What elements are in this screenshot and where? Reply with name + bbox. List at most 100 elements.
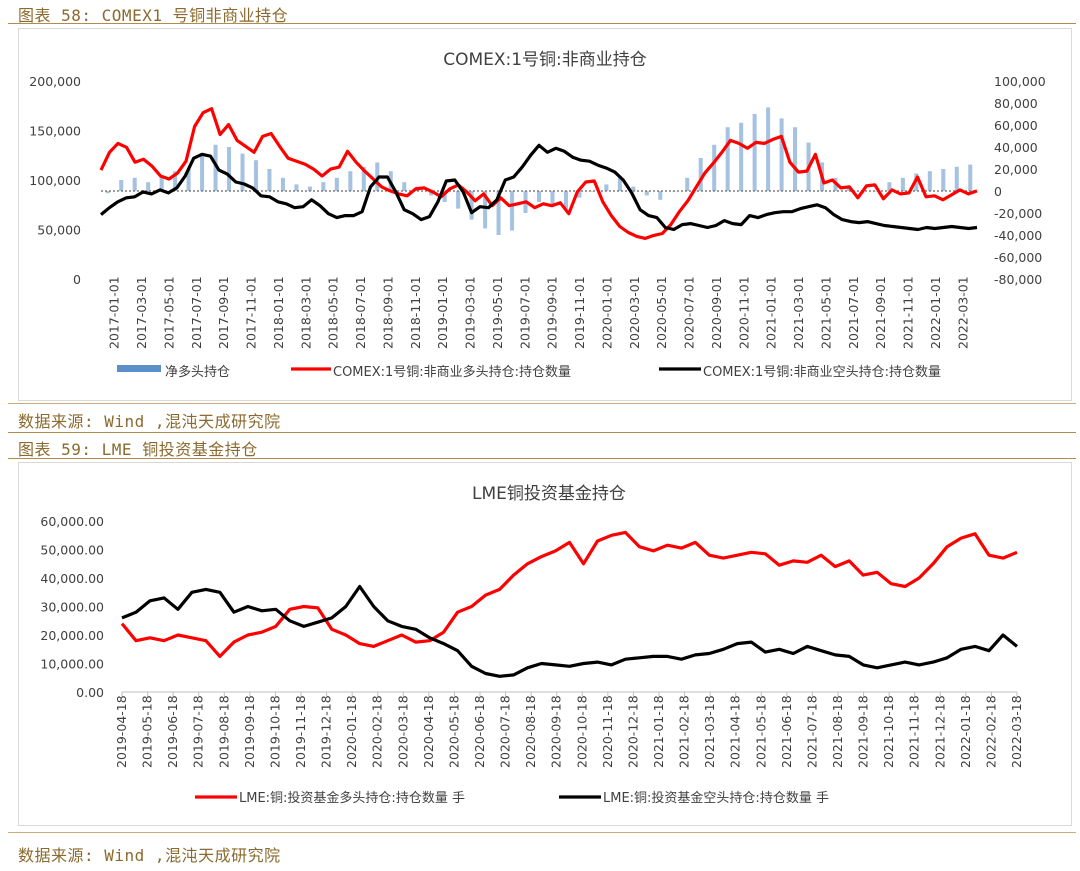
net-long-bar [200,153,205,191]
y-left-tick-label: 50,000 [37,223,81,238]
net-long-bar [941,169,946,191]
x-tick-label: 2019-06-18 [165,695,180,768]
figure-59-source: 数据来源: Wind ,混沌天成研究院 [18,846,281,865]
net-long-bar [294,184,299,191]
net-long-bar [617,177,622,191]
y-right-tick-label: -60,000 [994,250,1042,265]
x-tick-label: 2021-03-01 [791,276,806,349]
x-tick-label: 2020-09-01 [709,276,724,349]
x-tick-label: 2021-02-18 [677,695,692,768]
legend-long-label: LME:铜:投资基金多头持仓:持仓数量 手 [239,790,465,806]
x-tick-label: 2017-05-01 [161,276,176,349]
net-long-bar [240,153,245,191]
x-tick-label: 2017-01-01 [107,276,122,349]
x-tick-label: 2021-11-18 [907,695,922,768]
x-tick-label: 2018-03-01 [298,276,313,349]
net-long-bar [779,118,784,191]
net-long-bar [550,191,555,207]
x-tick-label: 2018-01-01 [271,276,286,349]
x-tick-label: 2020-04-18 [421,695,436,768]
net-long-bar [873,191,878,192]
x-tick-label: 2019-01-01 [435,276,450,349]
x-tick-label: 2021-11-01 [901,276,916,349]
x-tick-label: 2019-10-18 [267,695,282,768]
figure-58-bottom-rule [8,403,1076,404]
y-tick-label: 60,000.00 [40,514,104,529]
net-long-bar [307,186,312,191]
x-tick-label: 2021-09-18 [856,695,871,768]
x-tick-label: 2019-09-01 [545,276,560,349]
net-long-bar [213,144,218,191]
net-long-bar [793,127,798,191]
x-tick-label: 2021-10-18 [881,695,896,768]
net-long-bar [496,191,501,235]
figure-59-bottom-rule [8,832,1076,833]
long-position-line [99,107,978,240]
x-tick-label: 2020-07-18 [498,695,513,768]
x-tick-label: 2022-03-18 [1009,695,1024,768]
net-long-bar [119,180,124,191]
net-long-bar [887,182,892,191]
net-long-bar [146,182,151,191]
x-tick-label: 2018-07-01 [353,276,368,349]
y-right-tick-label: -20,000 [994,206,1042,221]
net-long-bar [267,169,272,191]
fund-short-line [121,584,1019,678]
figure-58-caption: 图表 58: COMEX1 号铜非商业持仓 [18,6,289,25]
x-tick-label: 2020-05-01 [654,276,669,349]
net-long-bar [563,191,568,209]
net-long-bar [510,191,515,231]
x-tick-label: 2020-11-18 [600,695,615,768]
x-tick-label: 2021-04-18 [728,695,743,768]
x-tick-label: 2020-03-18 [395,695,410,768]
net-long-bar [348,171,353,191]
net-long-bar [725,127,730,191]
legend-long-label: COMEX:1号铜:非商业多头持仓:持仓数量 [333,364,571,380]
x-tick-label: 2021-03-18 [702,695,717,768]
net-long-bar [483,191,488,229]
y-right-tick-label: 0 [994,184,1002,199]
x-tick-label: 2020-11-01 [736,276,751,349]
net-long-bar [280,177,285,191]
y-left-tick-label: 100,000 [29,173,81,188]
net-long-bar [429,191,434,196]
legend-short-label: LME:铜:投资基金空头持仓:持仓数量 手 [603,790,829,806]
x-tick-label: 2019-12-18 [319,695,334,768]
figure-59-top-rule-b [8,458,1076,459]
net-long-bar [766,107,771,191]
x-tick-label: 2019-03-01 [463,276,478,349]
chart-title: LME铜投资基金持仓 [472,484,626,504]
x-tick-label: 2021-06-18 [779,695,794,768]
net-long-bar [698,158,703,191]
y-right-tick-label: 40,000 [994,140,1038,155]
y-right-tick-label: 60,000 [994,118,1038,133]
y-right-tick-label: 100,000 [994,74,1046,89]
x-tick-label: 2019-11-18 [293,695,308,768]
net-long-bar [739,122,744,191]
net-long-bar [685,177,690,191]
chart-title: COMEX:1号铜:非商业持仓 [443,50,647,70]
net-long-bar [173,171,178,191]
y-left-tick-label: 150,000 [29,124,81,139]
y-right-tick-label: -40,000 [994,228,1042,243]
x-tick-label: 2019-07-18 [191,695,206,768]
net-long-bar [334,177,339,191]
net-long-bar [227,147,232,191]
lme-fund-positions-chart: LME铜投资基金持仓 60,000.00 50,000.00 40,000.00 30,… [40,484,1024,806]
x-tick-label: 2021-07-18 [804,695,819,768]
y-right-tick-label: 80,000 [994,96,1038,111]
x-tick-label: 2019-05-18 [140,695,155,768]
x-tick-label: 2021-01-01 [764,276,779,349]
figure-58-top-rule [8,23,1076,24]
net-long-bar [604,184,609,191]
x-tick-label: 2020-03-01 [627,276,642,349]
y-tick-label: 10,000.00 [40,657,104,672]
x-tick-label: 2019-04-18 [114,695,129,768]
x-tick-label: 2022-01-18 [958,695,973,768]
figure-58-source: 数据来源: Wind ,混沌天成研究院 [18,412,281,431]
net-long-bar [361,166,366,191]
net-long-bar [132,177,137,191]
x-tick-label: 2020-08-18 [523,695,538,768]
figure-59-caption: 图表 59: LME 铜投资基金持仓 [18,440,258,459]
y-tick-label: 40,000.00 [40,571,104,586]
